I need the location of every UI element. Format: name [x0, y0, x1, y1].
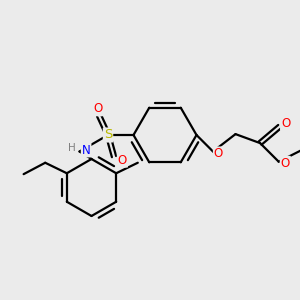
Text: H: H [68, 143, 75, 153]
Text: O: O [93, 102, 102, 116]
Text: O: O [214, 147, 223, 161]
Text: O: O [281, 157, 290, 170]
Text: O: O [281, 117, 290, 130]
Text: S: S [104, 128, 112, 142]
Text: O: O [118, 154, 127, 167]
Text: N: N [82, 143, 91, 157]
